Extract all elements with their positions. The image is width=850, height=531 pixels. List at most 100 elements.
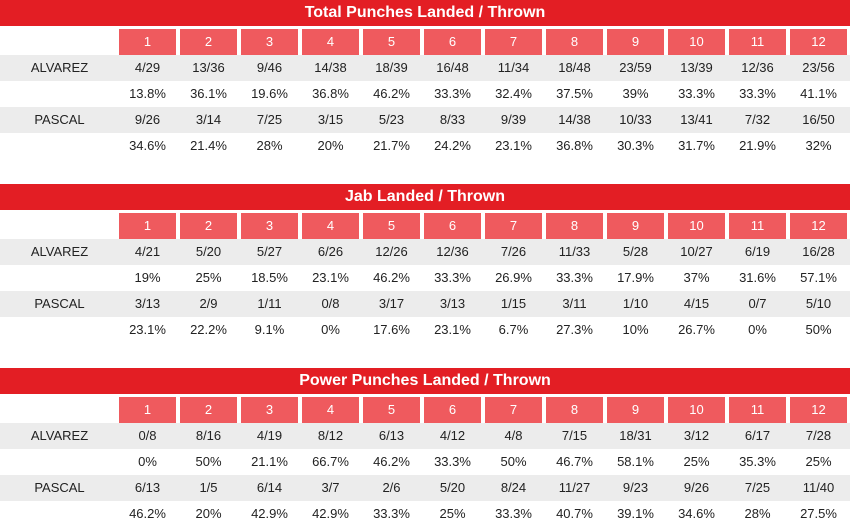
landed-thrown-cell: 1/11	[257, 296, 282, 311]
landed-thrown-cell: 7/26	[500, 244, 527, 259]
header-spacer	[0, 213, 119, 239]
percentage-row: 0% 50% 21.1% 66.7% 46.2% 33.3% 50% 46.7% 58.1% 25…	[0, 449, 850, 475]
percentage-cell: 17.6%	[373, 322, 410, 337]
percentage-cell: 36.8%	[312, 86, 349, 101]
percentage-cell: 25%	[805, 454, 832, 469]
landed-thrown-cell: 14/38	[558, 112, 591, 127]
percentage-cell: 34.6%	[129, 138, 166, 153]
landed-thrown-cell: 6/14	[256, 480, 283, 495]
round-header-cell: 12	[790, 29, 847, 55]
percentage-row: 46.2% 20% 42.9% 42.9% 33.3% 25% 33.3% 40.7% 39.1…	[0, 501, 850, 527]
percentage-cell: 0%	[138, 454, 157, 469]
fighter-name: PASCAL	[34, 296, 85, 311]
round-header-row: 1 2 3 4 5 6 7 8 9 10 11 12	[0, 29, 850, 55]
percentage-cell: 33.3%	[739, 86, 776, 101]
landed-thrown-cell: 16/48	[436, 60, 469, 75]
percentage-cell: 41.1%	[800, 86, 837, 101]
percentage-cell: 35.3%	[739, 454, 776, 469]
round-header-cell: 5	[363, 397, 420, 423]
landed-thrown-row: ALVAREZ 4/29 13/36 9/46 14/38 18/39 16/48 11/34…	[0, 55, 850, 81]
landed-thrown-cell: 11/34	[497, 60, 530, 75]
landed-thrown-cell: 18/39	[375, 60, 408, 75]
landed-thrown-cell: 4/8	[504, 428, 523, 443]
percentage-cell: 33.3%	[678, 86, 715, 101]
percentage-cell: 46.2%	[373, 454, 410, 469]
round-header-cell: 5	[363, 213, 420, 239]
round-header-cell: 7	[485, 213, 542, 239]
percentage-cell: 23.1%	[434, 322, 471, 337]
landed-thrown-cell: 0/8	[321, 296, 340, 311]
landed-thrown-cell: 1/10	[622, 296, 649, 311]
percentage-cell: 9.1%	[254, 322, 285, 337]
landed-thrown-cell: 13/36	[192, 60, 225, 75]
header-spacer	[0, 397, 119, 423]
landed-thrown-cell: 7/28	[805, 428, 832, 443]
round-header-cell: 3	[241, 397, 298, 423]
percentage-cell: 20%	[195, 506, 222, 521]
percentage-cell: 50%	[500, 454, 527, 469]
landed-thrown-cell: 0/7	[748, 296, 767, 311]
percentage-cell: 50%	[805, 322, 832, 337]
percentage-cell: 28%	[256, 138, 283, 153]
percentage-cell: 17.9%	[617, 270, 654, 285]
round-header-cell: 3	[241, 213, 298, 239]
percentage-cell: 23.1%	[129, 322, 166, 337]
percentage-cell: 20%	[317, 138, 344, 153]
round-header-cell: 2	[180, 29, 237, 55]
landed-thrown-cell: 4/29	[134, 60, 161, 75]
landed-thrown-cell: 10/27	[680, 244, 713, 259]
percentage-cell: 26.7%	[678, 322, 715, 337]
percentage-cell: 57.1%	[800, 270, 837, 285]
percentage-cell: 33.3%	[434, 270, 471, 285]
percentage-cell: 33.3%	[434, 454, 471, 469]
landed-thrown-cell: 3/13	[134, 296, 161, 311]
landed-thrown-cell: 9/46	[256, 60, 283, 75]
landed-thrown-cell: 5/20	[195, 244, 222, 259]
round-header-cell: 12	[790, 213, 847, 239]
row-spacer	[0, 265, 119, 291]
percentage-row: 34.6% 21.4% 28% 20% 21.7% 24.2% 23.1% 36.8% 30.3…	[0, 133, 850, 159]
percentage-cell: 40.7%	[556, 506, 593, 521]
stats-table: Total Punches Landed / Thrown 1 2 3 4 5 6 7 8 9 10…	[0, 0, 850, 159]
landed-thrown-cell: 3/13	[439, 296, 466, 311]
percentage-cell: 13.8%	[129, 86, 166, 101]
round-header-cell: 8	[546, 29, 603, 55]
landed-thrown-cell: 16/28	[802, 244, 835, 259]
landed-thrown-cell: 18/31	[619, 428, 652, 443]
percentage-cell: 25%	[195, 270, 222, 285]
landed-thrown-cell: 18/48	[558, 60, 591, 75]
landed-thrown-row: ALVAREZ 0/8 8/16 4/19 8/12 6/13 4/12 4/8 7/15 18/…	[0, 423, 850, 449]
landed-thrown-cell: 5/10	[805, 296, 832, 311]
percentage-row: 13.8% 36.1% 19.6% 36.8% 46.2% 33.3% 32.4% 37.5%…	[0, 81, 850, 107]
table-title: Power Punches Landed / Thrown	[0, 368, 850, 394]
percentage-cell: 33.3%	[556, 270, 593, 285]
landed-thrown-cell: 12/26	[375, 244, 408, 259]
landed-thrown-cell: 12/36	[436, 244, 469, 259]
percentage-cell: 46.7%	[556, 454, 593, 469]
round-header-row: 1 2 3 4 5 6 7 8 9 10 11 12	[0, 397, 850, 423]
percentage-cell: 46.2%	[129, 506, 166, 521]
round-header-cell: 8	[546, 213, 603, 239]
round-header-cell: 8	[546, 397, 603, 423]
percentage-cell: 31.7%	[678, 138, 715, 153]
landed-thrown-cell: 23/56	[802, 60, 835, 75]
landed-thrown-cell: 2/6	[382, 480, 401, 495]
landed-thrown-cell: 4/12	[439, 428, 466, 443]
percentage-cell: 36.1%	[190, 86, 227, 101]
percentage-cell: 21.9%	[739, 138, 776, 153]
landed-thrown-cell: 8/16	[195, 428, 222, 443]
percentage-cell: 27.5%	[800, 506, 837, 521]
percentage-cell: 30.3%	[617, 138, 654, 153]
percentage-cell: 10%	[622, 322, 649, 337]
landed-thrown-cell: 11/27	[558, 480, 591, 495]
stats-table: Jab Landed / Thrown 1 2 3 4 5 6 7 8 9 10 11 12 ALVARE…	[0, 184, 850, 343]
landed-thrown-cell: 9/23	[622, 480, 649, 495]
percentage-cell: 37%	[683, 270, 710, 285]
round-header-cell: 3	[241, 29, 298, 55]
landed-thrown-cell: 2/9	[199, 296, 218, 311]
percentage-cell: 23.1%	[495, 138, 532, 153]
fighter-name: PASCAL	[34, 112, 85, 127]
landed-thrown-row: ALVAREZ 4/21 5/20 5/27 6/26 12/26 12/36 7/26 11/…	[0, 239, 850, 265]
percentage-cell: 33.3%	[495, 506, 532, 521]
percentage-cell: 39%	[622, 86, 649, 101]
